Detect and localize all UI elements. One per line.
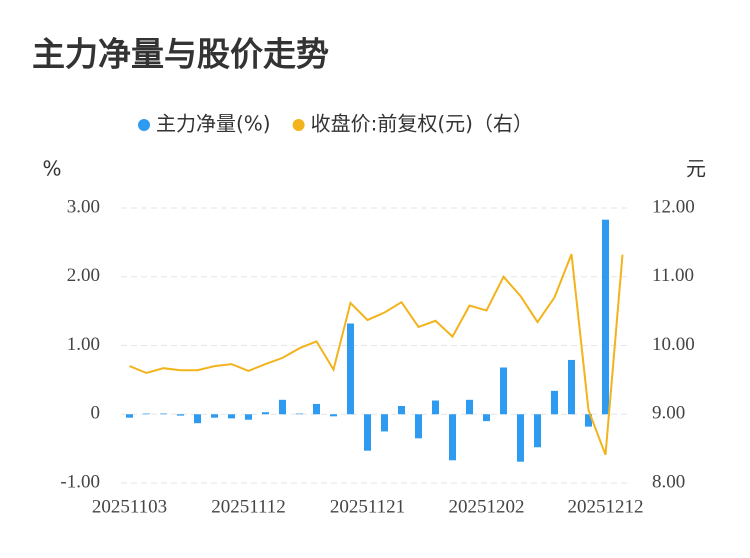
bar xyxy=(381,414,388,432)
bar xyxy=(211,414,218,418)
bar xyxy=(483,414,490,422)
legend-marker xyxy=(292,119,305,131)
y2-tick-label: 12.00 xyxy=(652,196,695,217)
y-tick-label: 3.00 xyxy=(67,196,100,217)
bar xyxy=(432,400,439,415)
bar xyxy=(534,414,541,448)
bar xyxy=(143,413,150,415)
bar xyxy=(126,414,133,418)
bar xyxy=(415,414,422,439)
bar xyxy=(313,403,320,415)
legend-label: 收盘价:前复权(元)（右） xyxy=(311,112,533,136)
bar xyxy=(347,323,354,415)
y2-tick-label: 11.00 xyxy=(652,265,694,286)
legend-label: 主力净量(%) xyxy=(156,112,271,136)
bar xyxy=(500,367,507,415)
x-tick-label: 20251202 xyxy=(449,496,525,517)
bar xyxy=(160,413,167,415)
bar xyxy=(398,406,405,415)
bar xyxy=(177,414,184,416)
x-tick-label: 20251121 xyxy=(330,496,405,517)
y-tick-label: 2.00 xyxy=(67,265,100,286)
bar xyxy=(296,413,303,415)
y-tick-label: -1.00 xyxy=(60,471,100,492)
bar xyxy=(262,412,269,415)
x-tick-label: 20251212 xyxy=(568,496,644,517)
bar xyxy=(194,414,201,424)
bar xyxy=(364,414,371,451)
bar xyxy=(228,414,235,419)
y2-tick-label: 10.00 xyxy=(652,334,695,355)
bar xyxy=(330,414,337,417)
bar xyxy=(585,414,592,427)
bar xyxy=(449,414,456,461)
y2-tick-label: 9.00 xyxy=(652,403,685,424)
bar xyxy=(279,399,286,415)
y-axis-label: % xyxy=(42,157,61,181)
bar xyxy=(245,414,252,420)
x-tick-label: 20251103 xyxy=(92,496,167,517)
bar xyxy=(568,359,575,415)
price-line xyxy=(129,253,624,456)
bar xyxy=(602,219,609,415)
bar xyxy=(517,414,524,462)
chart-title: 主力净量与股价走势 xyxy=(32,35,329,74)
legend-marker xyxy=(138,119,150,131)
y-tick-label: 0 xyxy=(91,403,101,424)
bar xyxy=(551,390,558,415)
x-tick-label: 20251112 xyxy=(211,496,286,517)
y2-tick-label: 8.00 xyxy=(652,471,685,492)
y2-axis-label: 元 xyxy=(686,157,706,181)
bar xyxy=(466,399,473,415)
y-tick-label: 1.00 xyxy=(67,334,100,355)
